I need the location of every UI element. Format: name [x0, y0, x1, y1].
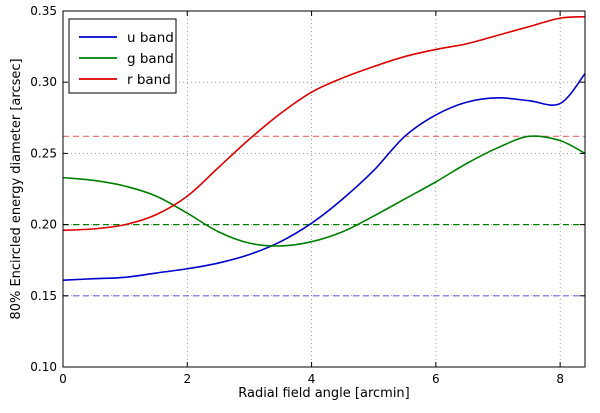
reference-lines: [63, 135, 585, 297]
y-tick-label: 0.10: [30, 360, 57, 374]
data-lines: [62, 15, 586, 281]
x-tick-label: 0: [59, 372, 67, 386]
x-axis-label: Radial field angle [arcmin]: [238, 386, 410, 401]
legend: u band g band r band: [68, 18, 177, 94]
y-axis-label: 80% Encircled energy diameter [arcsec]: [9, 58, 24, 319]
r-band-legend-label: r band: [127, 72, 171, 88]
y-tick-label: 0.20: [30, 218, 57, 232]
ticks: [62, 10, 585, 368]
u-band-legend-label: u band: [127, 30, 174, 46]
y-tick-label: 0.15: [30, 289, 57, 303]
u-band-line: [62, 73, 586, 281]
x-tick-label: 2: [183, 372, 191, 386]
tick-labels: 0 2 4 6 8 0.10 0.15 0.20 0.25 0.30 0.35: [30, 4, 564, 386]
g-band-line: [62, 135, 586, 247]
y-tick-label: 0.25: [30, 146, 57, 160]
x-tick-label: 8: [556, 372, 564, 386]
x-tick-label: 4: [308, 372, 316, 386]
g-band-legend-label: g band: [127, 51, 174, 67]
y-tick-label: 0.35: [30, 4, 57, 18]
r-band-line: [62, 15, 586, 232]
legend-box: [68, 18, 177, 94]
x-tick-label: 6: [432, 372, 440, 386]
plot-frame: [62, 10, 586, 368]
y-tick-label: 0.30: [30, 75, 57, 89]
